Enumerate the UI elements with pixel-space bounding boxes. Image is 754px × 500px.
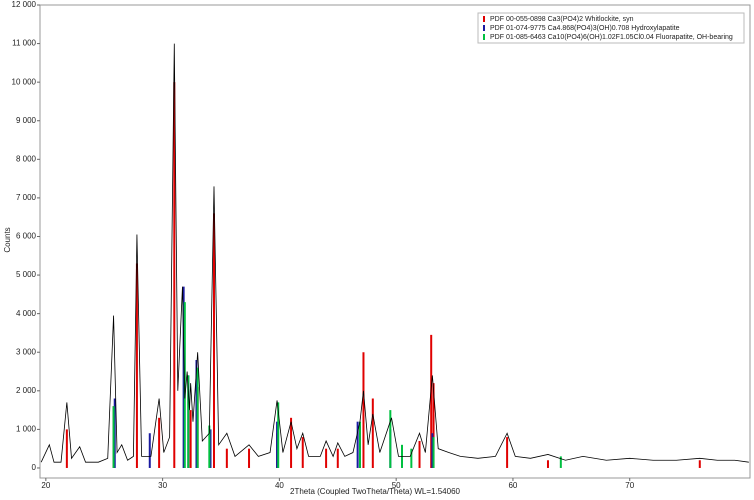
y-tick-label: 1 000: [16, 424, 37, 433]
x-tick-label: 30: [158, 481, 167, 490]
legend-label: PDF 01-074-9775 Ca4.868(PO4)3(OH)0.708 H…: [490, 25, 680, 32]
y-tick-label: 10 000: [12, 77, 37, 86]
y-tick-label: 11 000: [12, 39, 36, 48]
legend-swatch: [483, 34, 485, 40]
y-tick-label: 12 000: [12, 0, 37, 9]
plot-frame: [39, 4, 751, 479]
pattern-line: [40, 43, 749, 463]
y-tick-label: 9 000: [16, 116, 37, 125]
x-axis-label: 2Theta (Coupled TwoTheta/Theta) WL=1.540…: [290, 487, 461, 496]
y-axis-label: Counts: [3, 227, 12, 252]
x-tick-label: 50: [392, 481, 401, 490]
legend: [477, 12, 745, 44]
y-tick-label: 5 000: [16, 270, 37, 279]
legend-label: PDF 01-085-6463 Ca10(PO4)6(OH)1.02F1.05C…: [490, 34, 733, 41]
y-tick-label: 8 000: [16, 154, 37, 163]
x-tick-label: 40: [275, 481, 284, 490]
y-tick-label: 0: [32, 463, 37, 472]
plot-area: [40, 43, 749, 468]
y-tick-label: 3 000: [16, 347, 37, 356]
y-tick-label: 4 000: [16, 309, 37, 318]
y-tick-label: 2 000: [16, 386, 37, 395]
y-tick-label: 6 000: [16, 232, 37, 241]
x-tick-label: 70: [625, 481, 634, 490]
x-tick-label: 60: [508, 481, 517, 490]
legend-label: PDF 00-055-0898 Ca3(PO4)2 Whitlockite, s…: [490, 16, 634, 23]
legend-swatch: [483, 25, 485, 31]
y-tick-label: 7 000: [16, 193, 37, 202]
x-tick-label: 20: [41, 481, 50, 490]
legend-items: PDF 00-055-0898 Ca3(PO4)2 Whitlockite, s…: [483, 16, 733, 41]
legend-swatch: [483, 16, 485, 22]
